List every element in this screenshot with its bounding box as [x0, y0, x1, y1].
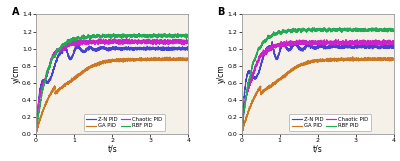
GA PID	[34, 133, 38, 135]
GA PID	[92, 64, 97, 66]
Chaotic PID	[239, 133, 244, 135]
Line: Chaotic PID: Chaotic PID	[242, 39, 394, 134]
RBF PID	[99, 36, 104, 38]
GA PID	[350, 56, 355, 58]
Z-N PID	[389, 45, 394, 47]
GA PID	[167, 56, 172, 58]
Y-axis label: y/cm: y/cm	[12, 65, 20, 83]
GA PID	[257, 87, 262, 89]
Z-N PID	[304, 45, 309, 47]
Legend: Z-N PID, GA PID, Chaotic PID, RBF PID: Z-N PID, GA PID, Chaotic PID, RBF PID	[84, 114, 165, 131]
Z-N PID	[270, 41, 274, 43]
Z-N PID	[34, 132, 38, 134]
GA PID	[372, 58, 377, 60]
Text: B: B	[217, 7, 225, 17]
Y-axis label: y/cm: y/cm	[217, 65, 226, 83]
Line: GA PID: GA PID	[242, 57, 394, 134]
Line: RBF PID: RBF PID	[242, 28, 394, 133]
Z-N PID	[34, 132, 38, 134]
Chaotic PID	[183, 41, 188, 43]
Text: A: A	[12, 7, 19, 17]
RBF PID	[175, 33, 180, 34]
Chaotic PID	[372, 42, 377, 44]
RBF PID	[92, 35, 97, 37]
GA PID	[266, 87, 270, 89]
GA PID	[392, 58, 396, 60]
RBF PID	[389, 29, 394, 31]
Chaotic PID	[304, 43, 309, 45]
Z-N PID	[298, 47, 302, 49]
Chaotic PID	[266, 50, 270, 52]
GA PID	[183, 57, 188, 59]
Chaotic PID	[34, 133, 38, 135]
RBF PID	[183, 36, 188, 38]
RBF PID	[166, 36, 171, 38]
Chaotic PID	[392, 40, 396, 42]
Z-N PID	[51, 69, 56, 71]
Line: Z-N PID: Z-N PID	[242, 42, 394, 133]
Line: GA PID: GA PID	[36, 57, 188, 134]
Chaotic PID	[60, 48, 65, 50]
GA PID	[304, 61, 309, 63]
GA PID	[186, 58, 191, 60]
GA PID	[51, 88, 56, 90]
Z-N PID	[257, 71, 262, 72]
RBF PID	[60, 44, 65, 46]
Line: RBF PID: RBF PID	[36, 33, 188, 134]
Chaotic PID	[92, 40, 97, 42]
GA PID	[60, 86, 65, 88]
Z-N PID	[239, 132, 244, 134]
Chaotic PID	[333, 38, 338, 40]
Chaotic PID	[389, 42, 394, 44]
RBF PID	[257, 48, 262, 50]
GA PID	[239, 133, 244, 135]
Z-N PID	[60, 51, 65, 53]
RBF PID	[392, 28, 396, 30]
RBF PID	[51, 55, 56, 57]
Z-N PID	[76, 44, 80, 46]
Chaotic PID	[34, 132, 38, 134]
Chaotic PID	[124, 37, 129, 39]
RBF PID	[337, 27, 342, 28]
Z-N PID	[372, 45, 377, 47]
X-axis label: t/s: t/s	[107, 144, 117, 153]
Chaotic PID	[99, 41, 104, 43]
GA PID	[99, 63, 104, 65]
Z-N PID	[266, 46, 270, 48]
RBF PID	[372, 28, 377, 30]
Chaotic PID	[186, 40, 191, 42]
Line: Chaotic PID: Chaotic PID	[36, 38, 188, 134]
Legend: Z-N PID, GA PID, Chaotic PID, RBF PID: Z-N PID, GA PID, Chaotic PID, RBF PID	[289, 114, 371, 131]
RBF PID	[34, 133, 38, 135]
RBF PID	[304, 30, 309, 32]
GA PID	[34, 132, 38, 133]
RBF PID	[186, 36, 191, 38]
Chaotic PID	[257, 58, 262, 60]
Chaotic PID	[298, 43, 302, 45]
GA PID	[389, 59, 394, 61]
Chaotic PID	[167, 41, 172, 43]
GA PID	[166, 57, 171, 59]
Z-N PID	[92, 49, 97, 51]
Z-N PID	[167, 47, 172, 49]
Line: Z-N PID: Z-N PID	[36, 45, 188, 133]
Chaotic PID	[51, 54, 56, 56]
RBF PID	[298, 29, 302, 31]
RBF PID	[239, 132, 244, 134]
Z-N PID	[392, 45, 396, 47]
GA PID	[298, 64, 302, 66]
Z-N PID	[183, 48, 188, 50]
RBF PID	[266, 34, 270, 36]
X-axis label: t/s: t/s	[313, 144, 323, 153]
Z-N PID	[99, 46, 104, 48]
Z-N PID	[186, 47, 191, 49]
